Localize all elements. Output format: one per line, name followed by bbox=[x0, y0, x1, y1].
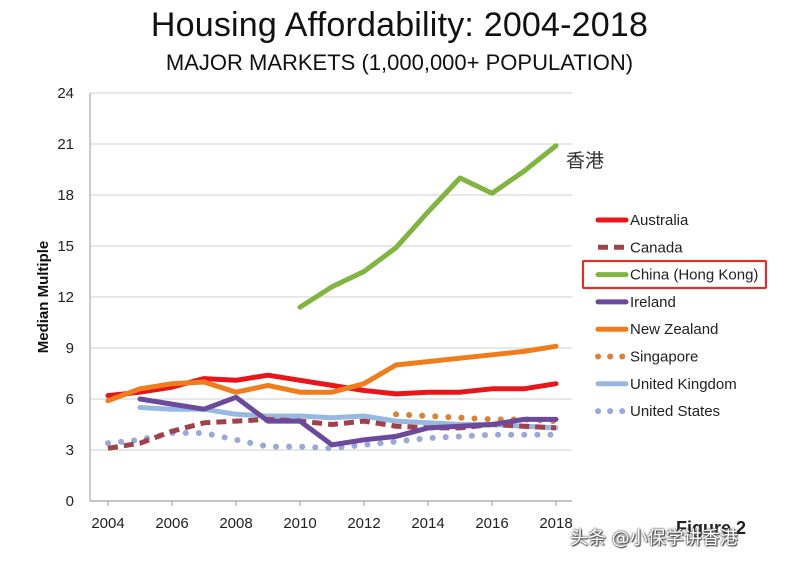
y-tick-label: 12 bbox=[57, 289, 74, 306]
series-lines bbox=[105, 143, 559, 452]
chart-title: Housing Affordability: 2004-2018 bbox=[150, 6, 649, 44]
x-tick-label: 2014 bbox=[411, 515, 444, 532]
legend: Australia Canada China (Hong Kong) Ireland N… bbox=[595, 212, 758, 420]
y-tick-label: 0 bbox=[66, 493, 74, 510]
y-tick-label: 15 bbox=[57, 238, 74, 255]
x-tick-label: 2012 bbox=[347, 515, 380, 532]
y-tick-label: 18 bbox=[57, 187, 74, 204]
legend-label: Australia bbox=[630, 212, 689, 229]
legend-label: New Zealand bbox=[630, 321, 718, 338]
y-tick-label: 6 bbox=[66, 391, 74, 408]
series-line-ireland bbox=[137, 394, 559, 448]
y-tick-label: 24 bbox=[57, 85, 74, 102]
legend-label: United Kingdom bbox=[630, 376, 737, 393]
y-axis-ticks: 0 3 6 9 12 15 18 21 24 bbox=[57, 85, 74, 510]
legend-label: China (Hong Kong) bbox=[630, 267, 758, 284]
series-line-new-zealand bbox=[105, 343, 559, 404]
figure-label: Figure 2 bbox=[676, 518, 747, 538]
x-tick-label: 2004 bbox=[91, 515, 124, 532]
x-tick-label: 2010 bbox=[283, 515, 316, 532]
legend-label: United States bbox=[630, 403, 720, 420]
x-tick-label: 2008 bbox=[219, 515, 252, 532]
legend-label: Ireland bbox=[630, 294, 676, 311]
x-tick-label: 2006 bbox=[155, 515, 188, 532]
series-annotation: 香港 bbox=[566, 150, 604, 172]
legend-label: Singapore bbox=[630, 349, 698, 366]
y-tick-label: 9 bbox=[66, 340, 74, 357]
legend-label: Canada bbox=[630, 239, 683, 256]
gridlines bbox=[89, 92, 572, 502]
watermark: 头条 @小保学讲香港 bbox=[570, 528, 738, 549]
y-tick-label: 3 bbox=[66, 442, 74, 459]
legend-highlight-box bbox=[581, 259, 768, 290]
x-axis-ticks: 2004 2006 2008 2010 2012 2014 2016 2018 bbox=[91, 501, 573, 532]
x-tick-label: 2016 bbox=[475, 515, 508, 532]
y-tick-label: 21 bbox=[57, 136, 74, 153]
x-tick-label: 2018 bbox=[539, 515, 572, 532]
y-axis-label: Median Multiple bbox=[35, 241, 52, 354]
chart-subtitle: MAJOR MARKETS (1,000,000+ POPULATION) bbox=[165, 50, 634, 75]
series-line-canada bbox=[107, 416, 557, 451]
series-line-china-hong-kong bbox=[297, 143, 559, 310]
